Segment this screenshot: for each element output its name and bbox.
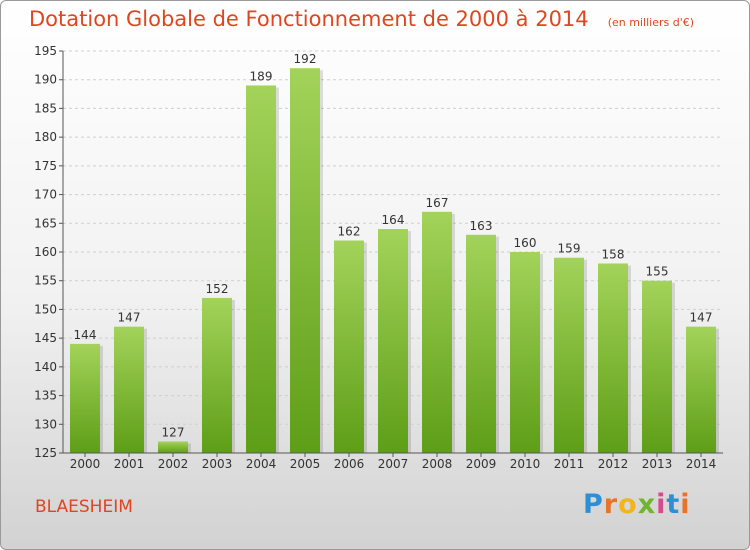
x-tick-label: 2010 bbox=[510, 457, 541, 471]
y-tick-label: 125 bbox=[34, 446, 57, 460]
x-tick-label: 2001 bbox=[114, 457, 145, 471]
proxiti-logo: Proxiti bbox=[583, 489, 691, 520]
bar-value-label: 167 bbox=[426, 196, 449, 210]
y-tick-label: 185 bbox=[34, 101, 57, 115]
bar bbox=[158, 441, 188, 453]
bar-value-label: 192 bbox=[294, 52, 317, 66]
bar bbox=[114, 326, 144, 453]
chart-subtitle: (en milliers d'€) bbox=[607, 16, 695, 29]
bar bbox=[334, 240, 364, 453]
y-tick-label: 155 bbox=[34, 274, 57, 288]
logo-letter: r bbox=[603, 489, 619, 520]
y-tick-label: 195 bbox=[34, 44, 57, 58]
bar-value-label: 144 bbox=[74, 328, 97, 342]
bar bbox=[510, 252, 540, 453]
x-tick-label: 2013 bbox=[642, 457, 673, 471]
bar bbox=[70, 343, 100, 453]
x-tick-label: 2005 bbox=[290, 457, 321, 471]
bar bbox=[642, 280, 672, 453]
logo-letter: i bbox=[656, 489, 667, 520]
x-tick-label: 2009 bbox=[466, 457, 497, 471]
title-row: Dotation Globale de Fonctionnement de 20… bbox=[29, 7, 694, 31]
bar-value-label: 127 bbox=[162, 426, 185, 440]
y-tick-label: 150 bbox=[34, 302, 57, 316]
x-tick-label: 2011 bbox=[554, 457, 585, 471]
y-tick-label: 145 bbox=[34, 331, 57, 345]
chart-title: Dotation Globale de Fonctionnement de 20… bbox=[29, 7, 589, 31]
y-tick-label: 140 bbox=[34, 360, 57, 374]
x-tick-label: 2007 bbox=[378, 457, 409, 471]
bar bbox=[246, 85, 276, 453]
y-tick-label: 190 bbox=[34, 73, 57, 87]
bar bbox=[686, 326, 716, 453]
y-tick-label: 170 bbox=[34, 188, 57, 202]
y-tick-label: 180 bbox=[34, 130, 57, 144]
bar-value-label: 162 bbox=[338, 225, 361, 239]
x-tick-label: 2004 bbox=[246, 457, 277, 471]
bar bbox=[422, 211, 452, 453]
bar bbox=[290, 68, 320, 453]
bar bbox=[598, 263, 628, 453]
logo-letter: t bbox=[666, 489, 681, 520]
bar-value-label: 164 bbox=[382, 213, 405, 227]
x-tick-label: 2000 bbox=[70, 457, 101, 471]
bar-value-label: 155 bbox=[646, 265, 669, 279]
bar bbox=[378, 229, 408, 453]
bar bbox=[202, 297, 232, 453]
logo-letter: x bbox=[637, 489, 657, 520]
y-tick-label: 165 bbox=[34, 216, 57, 230]
bar bbox=[554, 257, 584, 453]
y-tick-label: 135 bbox=[34, 389, 57, 403]
bar-value-label: 147 bbox=[690, 311, 713, 325]
x-tick-label: 2002 bbox=[158, 457, 189, 471]
x-tick-label: 2003 bbox=[202, 457, 233, 471]
y-tick-label: 175 bbox=[34, 159, 57, 173]
logo-letter: o bbox=[618, 489, 638, 520]
x-tick-label: 2014 bbox=[686, 457, 717, 471]
bar bbox=[466, 234, 496, 453]
logo-letter: P bbox=[583, 489, 604, 520]
place-name: BLAESHEIM bbox=[35, 497, 133, 517]
bar-value-label: 163 bbox=[470, 219, 493, 233]
bar-value-label: 158 bbox=[602, 247, 625, 261]
bar-value-label: 152 bbox=[206, 282, 229, 296]
bar-value-label: 189 bbox=[250, 69, 273, 83]
y-tick-label: 130 bbox=[34, 417, 57, 431]
x-tick-label: 2008 bbox=[422, 457, 453, 471]
logo-letter: i bbox=[680, 489, 691, 520]
y-tick-label: 160 bbox=[34, 245, 57, 259]
x-tick-label: 2006 bbox=[334, 457, 365, 471]
bar-value-label: 160 bbox=[514, 236, 537, 250]
bar-value-label: 159 bbox=[558, 242, 581, 256]
x-tick-label: 2012 bbox=[598, 457, 629, 471]
bar-value-label: 147 bbox=[118, 311, 141, 325]
